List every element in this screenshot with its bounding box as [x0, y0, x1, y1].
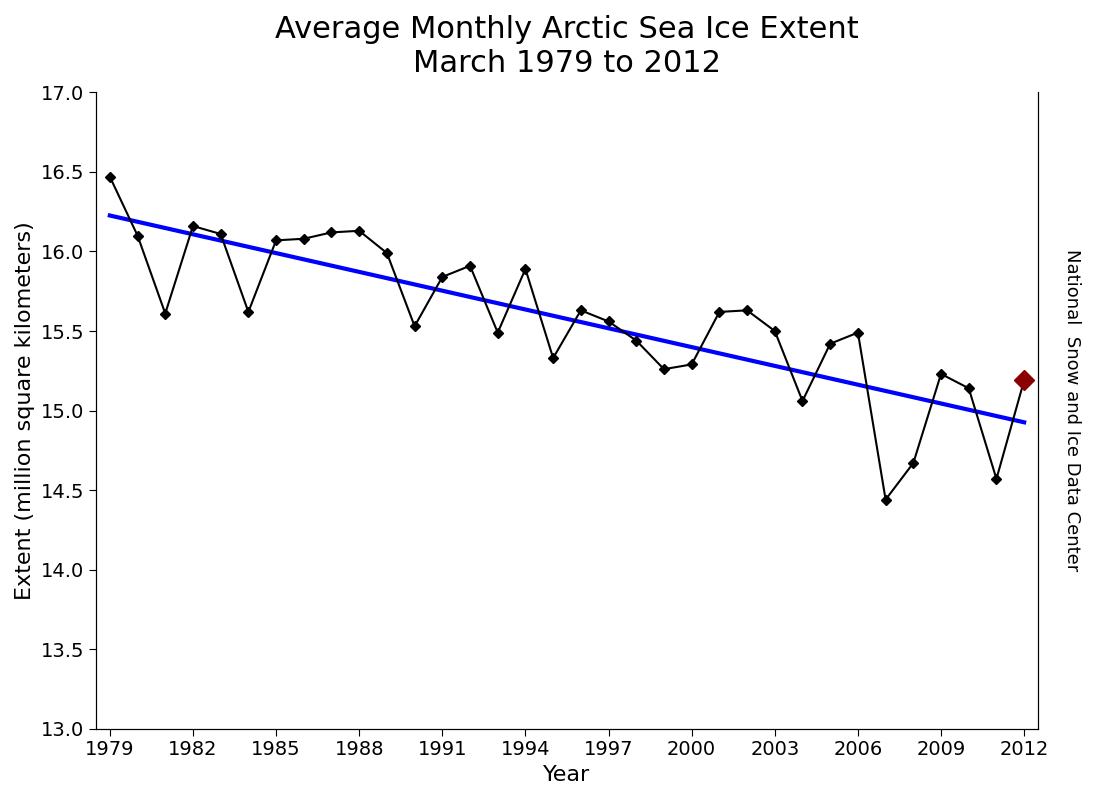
Y-axis label: National  Snow and Ice Data Center: National Snow and Ice Data Center: [1063, 250, 1081, 572]
Y-axis label: Extent (million square kilometers): Extent (million square kilometers): [15, 221, 35, 600]
X-axis label: Year: Year: [544, 765, 591, 785]
Title: Average Monthly Arctic Sea Ice Extent
March 1979 to 2012: Average Monthly Arctic Sea Ice Extent Ma…: [275, 15, 859, 78]
